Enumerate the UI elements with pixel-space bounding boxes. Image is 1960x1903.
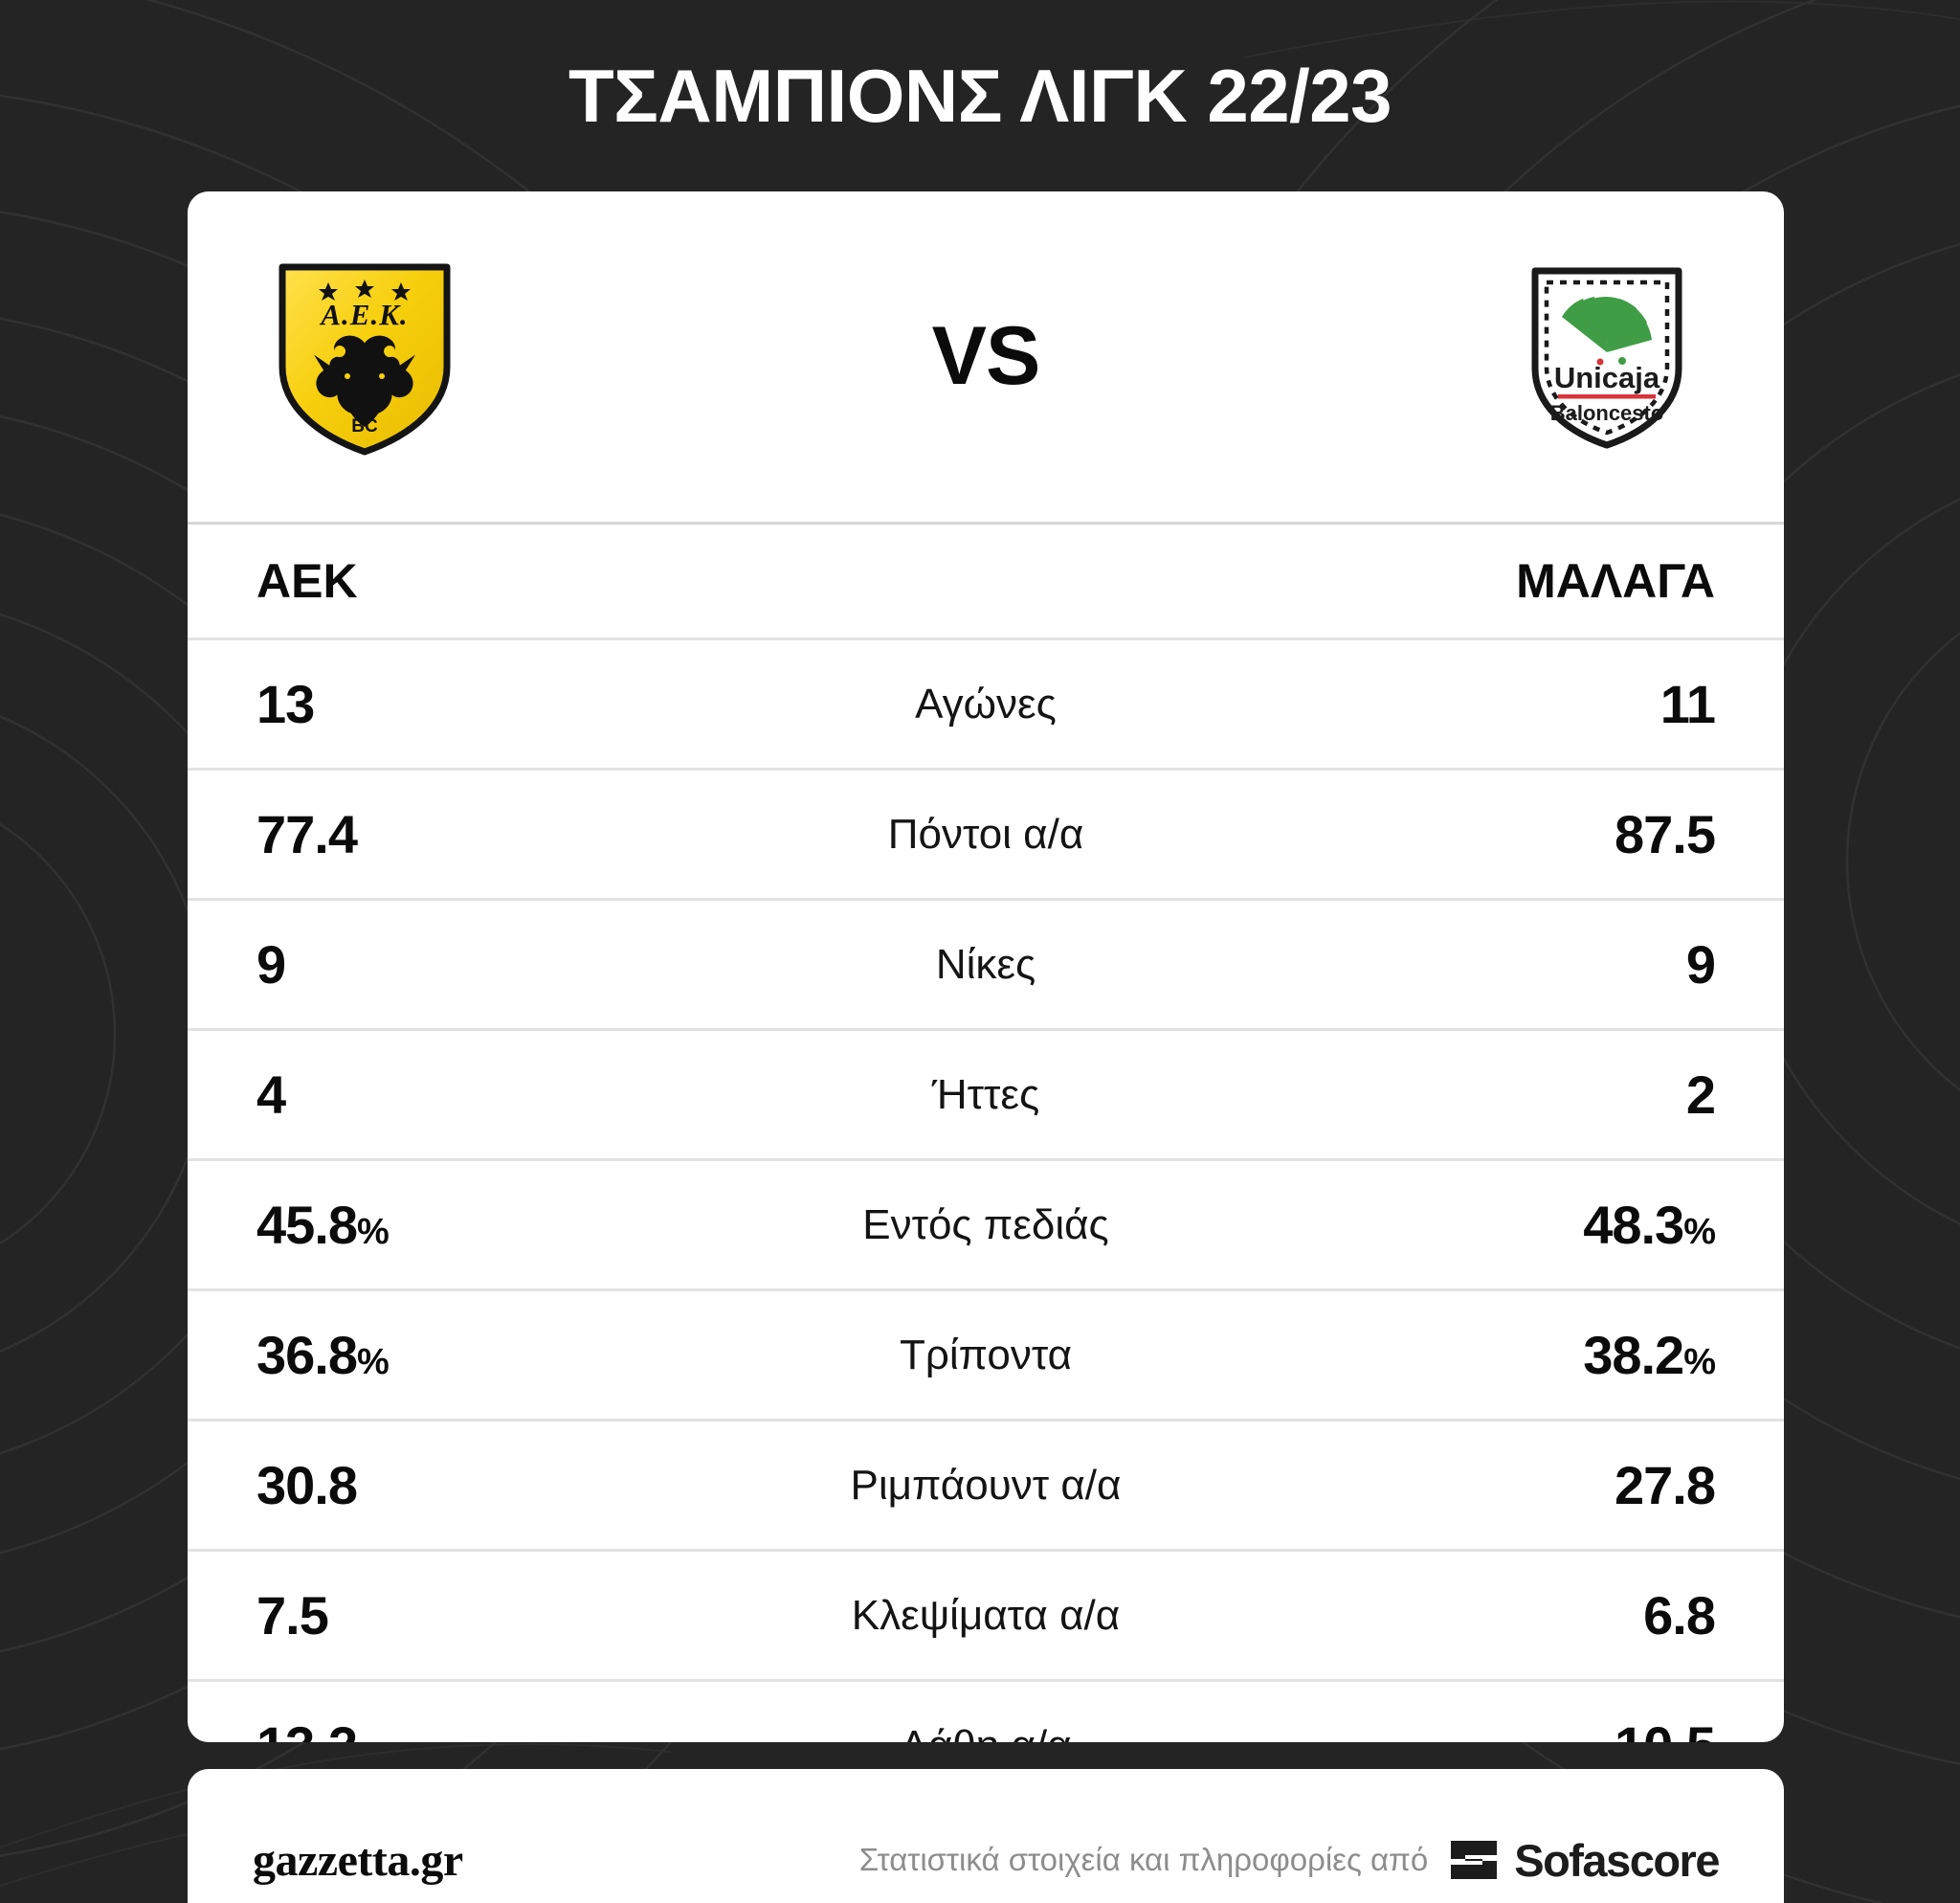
- stat-label: Εντός πεδιάς: [862, 1200, 1109, 1248]
- stat-label: Αγώνες: [915, 680, 1057, 728]
- away-value: 2: [1685, 1064, 1716, 1125]
- page-title: ΤΣΑΜΠΙΟΝΣ ΛΙΓΚ 22/23: [0, 0, 1960, 191]
- table-row: 9 Νίκες 9: [188, 898, 1784, 1028]
- away-value: 11: [1659, 674, 1716, 734]
- home-value: 30.8: [256, 1455, 358, 1515]
- away-value: 10.5: [1370, 1714, 1716, 1742]
- stat-label: Νίκες: [935, 940, 1036, 988]
- table-row: 4 Ήττες 2: [188, 1028, 1784, 1158]
- svg-text:Unicaja: Unicaja: [1554, 361, 1660, 394]
- footer-card: gazzetta.gr Στατιστικά στοιχεία και πληρ…: [188, 1769, 1784, 1903]
- sofascore-wordmark: Sofascore: [1514, 1834, 1720, 1886]
- home-value: 7.5: [256, 1585, 329, 1646]
- table-row: 7.5 Κλεψίματα α/α 6.8: [188, 1549, 1784, 1679]
- svg-text:BC: BC: [351, 416, 378, 437]
- home-value: 4: [256, 1064, 286, 1125]
- page-title-text: ΤΣΑΜΠΙΟΝΣ ΛΙΓΚ 22/23: [568, 53, 1392, 138]
- table-row: 77.4 Πόντοι α/α 87.5: [188, 768, 1784, 898]
- vs-label: VS: [931, 310, 1041, 402]
- home-value: 77.4: [256, 804, 358, 864]
- stat-label: Ριμπάουντ α/α: [850, 1461, 1122, 1509]
- table-row: 30.8 Ριμπάουντ α/α 27.8: [188, 1419, 1784, 1549]
- table-row: 36.8% Τρίποντα 38.2%: [188, 1288, 1784, 1419]
- stats-card: Α.Ε.Κ. BC VS: [188, 191, 1784, 1742]
- footer-credit-text: Στατιστικά στοιχεία και πληροφορίες από: [858, 1842, 1429, 1877]
- home-team-name: AEK: [256, 554, 358, 608]
- home-team-logo: Α.Ε.Κ. BC: [255, 247, 475, 467]
- stat-label: Ήττες: [931, 1070, 1040, 1118]
- footer-attribution: Στατιστικά στοιχεία και πληροφορίες από …: [858, 1834, 1721, 1887]
- table-header-row: AEK ΜΑΛΑΓΑ: [188, 525, 1784, 638]
- home-value: 9: [256, 934, 286, 995]
- home-value: 13: [256, 674, 315, 734]
- table-row: 13.2 Λάθη α/α 10.5: [188, 1679, 1784, 1742]
- sofascore-mark-icon: [1451, 1841, 1498, 1879]
- stat-label: Πόντοι α/α: [887, 810, 1084, 858]
- svg-text:Baloncesto: Baloncesto: [1550, 401, 1664, 425]
- away-team-logo: Unicaja Baloncesto: [1497, 247, 1717, 467]
- stat-label: Κλεψίματα α/α: [851, 1591, 1121, 1639]
- away-value: 27.8: [1615, 1455, 1716, 1515]
- away-team-name: ΜΑΛΑΓΑ: [1516, 554, 1715, 608]
- away-value: 38.2%: [1583, 1325, 1716, 1385]
- table-row: 45.8% Εντός πεδιάς 48.3%: [188, 1158, 1784, 1288]
- home-value: 36.8%: [256, 1325, 390, 1385]
- svg-text:Α.Ε.Κ.: Α.Ε.Κ.: [319, 298, 408, 331]
- home-value: 45.8%: [256, 1195, 390, 1255]
- away-value: 6.8: [1643, 1585, 1716, 1646]
- stat-label: Λάθη α/α: [601, 1722, 1370, 1743]
- match-header: Α.Ε.Κ. BC VS: [188, 191, 1784, 522]
- away-value: 48.3%: [1583, 1195, 1716, 1255]
- home-value: 13.2: [256, 1714, 601, 1742]
- table-row: 13 Αγώνες 11: [188, 638, 1784, 768]
- away-value: 87.5: [1615, 804, 1716, 864]
- away-value: 9: [1685, 934, 1716, 995]
- gazzetta-brand: gazzetta.gr: [253, 1834, 463, 1886]
- stat-label: Τρίποντα: [899, 1331, 1073, 1378]
- sofascore-logo: Sofascore: [1449, 1834, 1720, 1887]
